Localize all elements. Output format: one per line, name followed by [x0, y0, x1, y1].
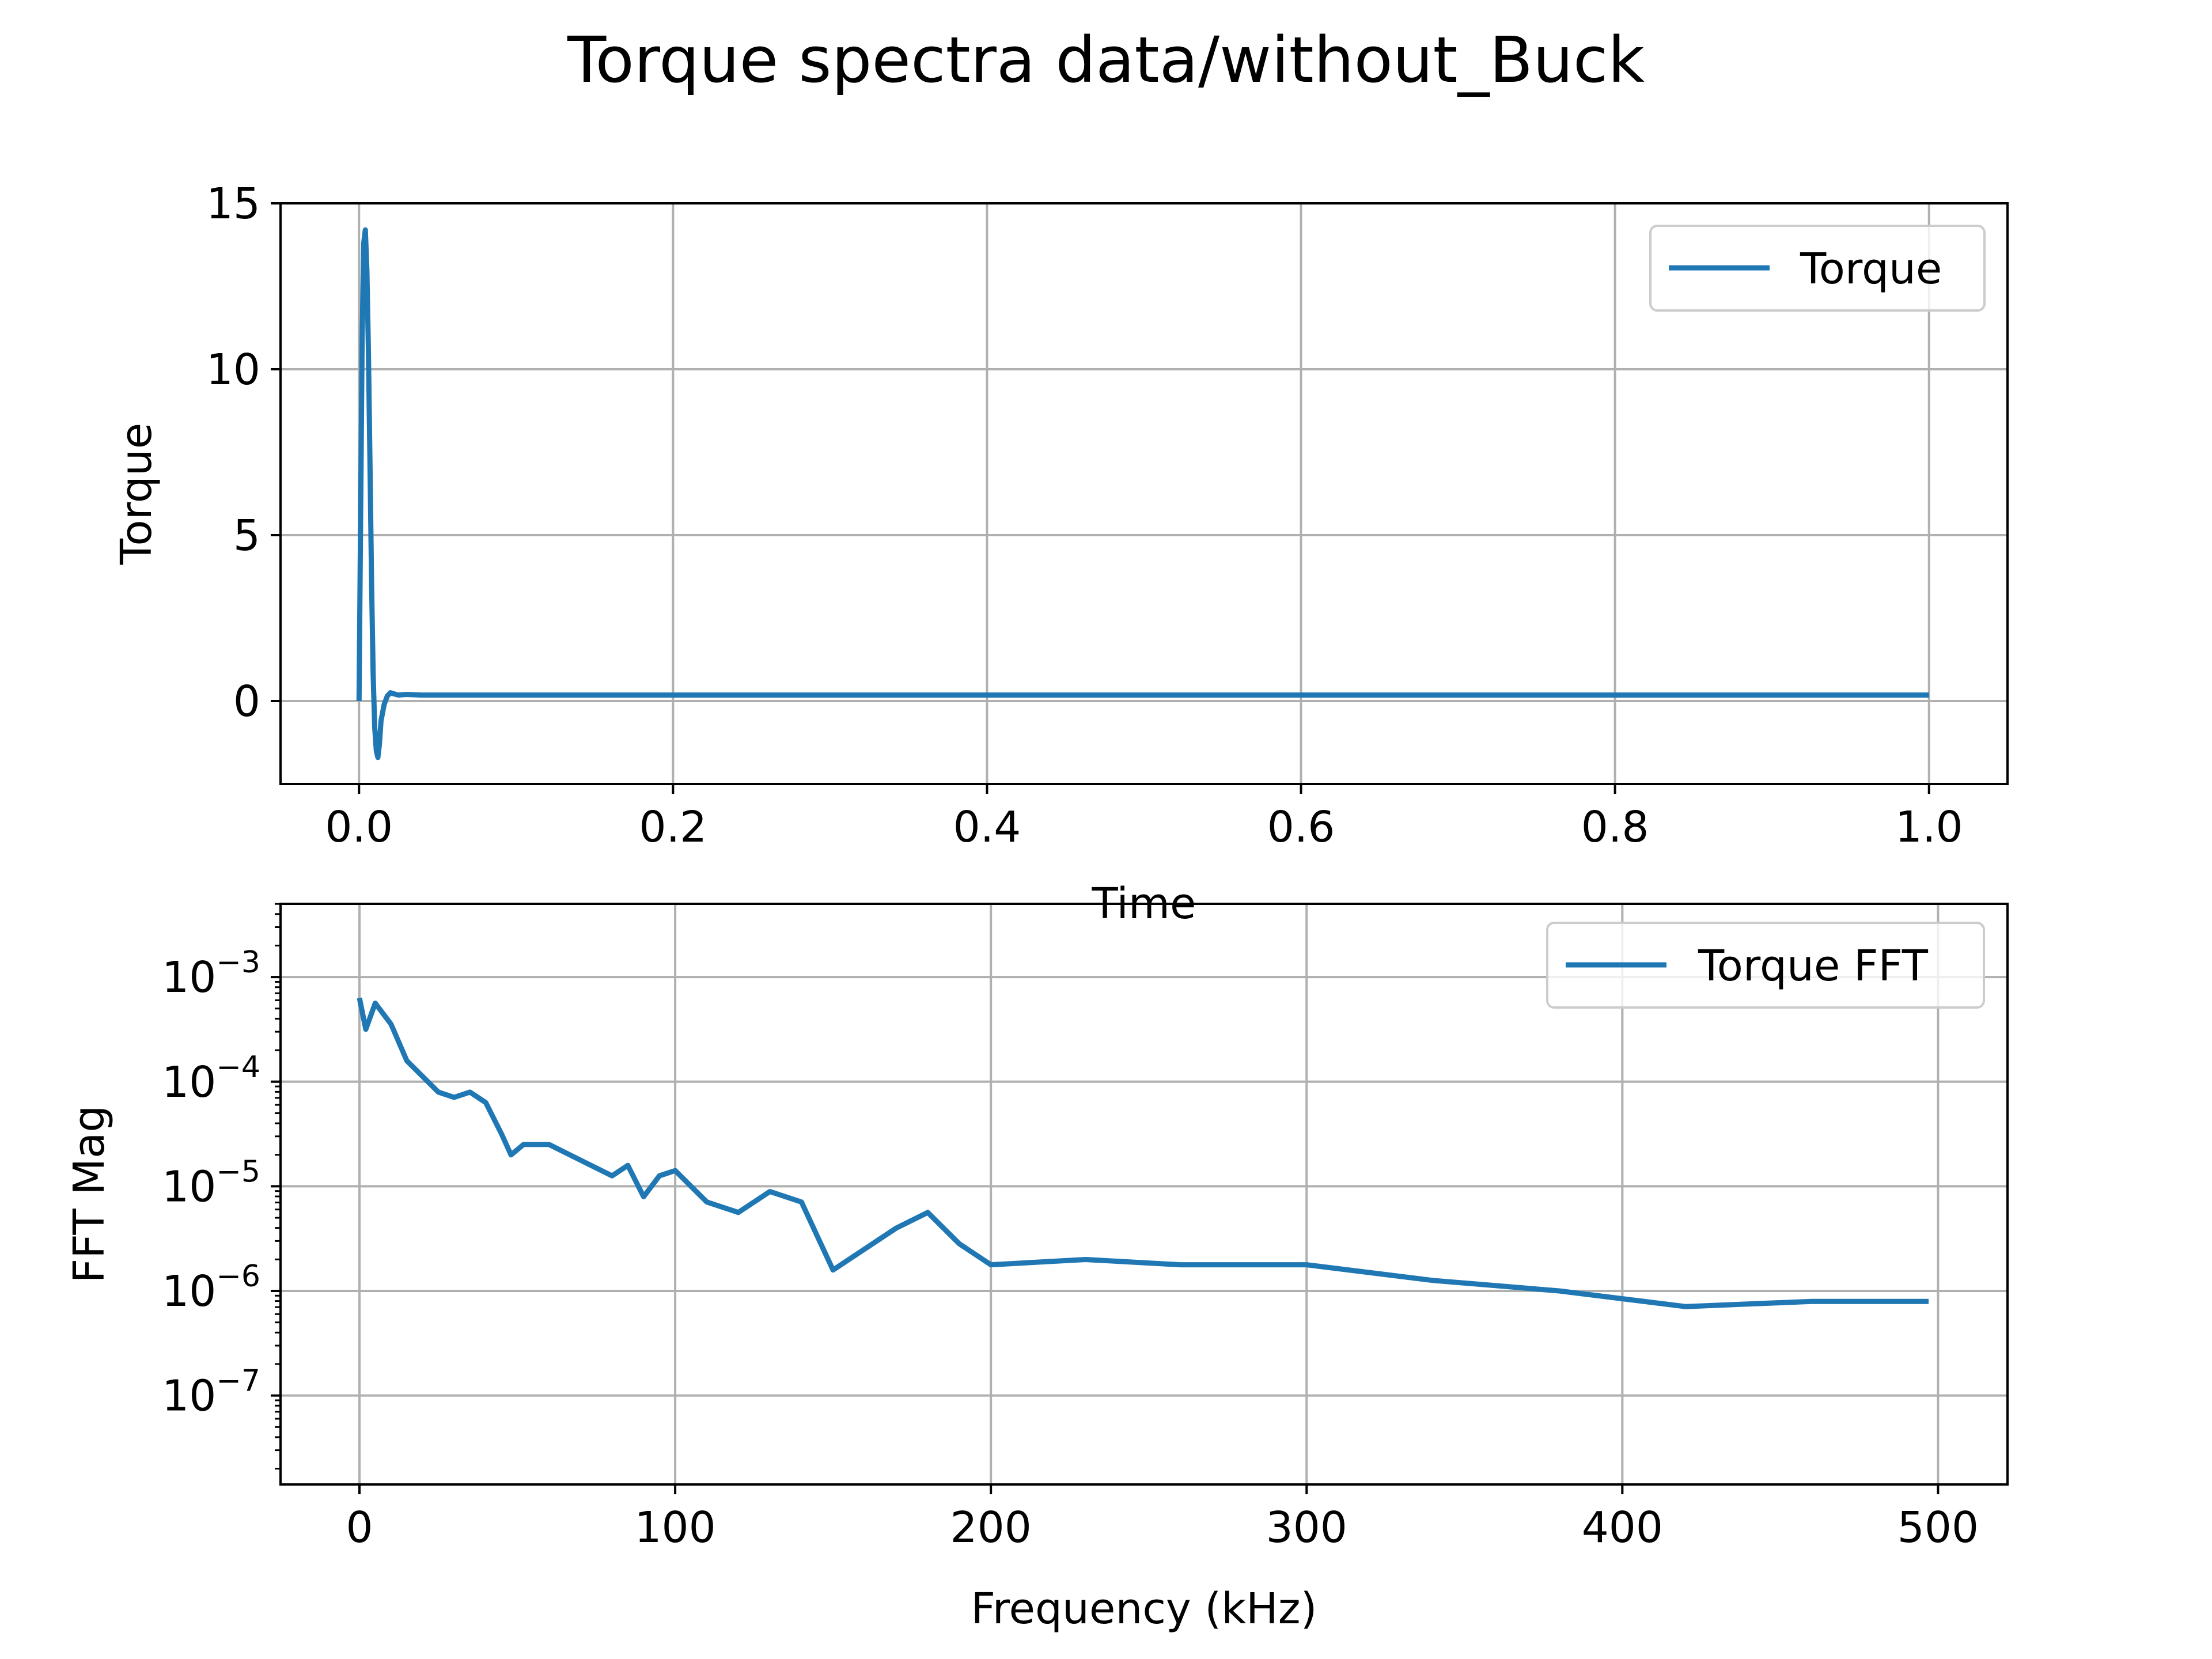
x-tick-label: 0.0 — [325, 802, 393, 852]
y-tick-label: 10−4 — [162, 1050, 260, 1107]
x-tick-label: 100 — [634, 1503, 715, 1552]
torque-fft-grid — [281, 904, 2008, 1484]
torque-fft-x-ticks: 0 100 200 300 400 500 — [346, 1484, 1979, 1552]
torque-time-y-ticks: 0 5 10 15 — [206, 179, 281, 726]
x-tick-label: 400 — [1582, 1503, 1663, 1552]
y-tick-label: 10−3 — [162, 945, 260, 1002]
torque-time-y-axis-label: Torque — [112, 423, 161, 565]
y-tick-label: 10 — [206, 345, 260, 395]
torque-fft-y-ticks: 10−3 10−4 10−5 10−6 10−7 — [162, 903, 281, 1470]
torque-fft-x-axis-label: Frequency (kHz) — [971, 1584, 1317, 1634]
x-tick-label: 200 — [950, 1503, 1032, 1552]
y-tick-label: 10−6 — [162, 1259, 260, 1316]
torque-fft-legend: Torque FFT — [1546, 922, 1985, 1009]
torque-legend-label: Torque — [1800, 244, 1942, 294]
torque-fft-legend-label: Torque FFT — [1698, 941, 1929, 991]
x-tick-label: 0 — [346, 1503, 373, 1552]
torque-fft-chart: 0 100 200 300 400 500 10−3 10−4 10−5 10−6 10−7 Fr… — [65, 903, 2009, 1634]
torque-fft-series-line — [357, 997, 1929, 1309]
y-tick-label: 10−7 — [162, 1364, 260, 1421]
x-tick-label: 300 — [1266, 1503, 1347, 1552]
torque-time-axes-frame — [279, 202, 2009, 785]
x-tick-label: 0.8 — [1581, 802, 1649, 852]
x-tick-label: 0.6 — [1267, 802, 1335, 852]
figure-suptitle: Torque spectra data/without_Buck — [567, 23, 1645, 97]
torque-time-x-ticks: 0.0 0.2 0.4 0.6 0.8 1.0 — [325, 784, 1963, 852]
torque-series-line — [356, 227, 1929, 760]
x-tick-label: 0.2 — [639, 802, 707, 852]
torque-time-legend-box — [1649, 225, 1986, 312]
x-tick-label: 500 — [1897, 1503, 1979, 1552]
y-tick-label: 5 — [233, 511, 260, 560]
y-tick-label: 15 — [206, 179, 260, 229]
x-tick-label: 1.0 — [1895, 802, 1963, 852]
torque-time-legend: Torque — [1649, 225, 1986, 312]
torque-fft-legend-box — [1546, 922, 1985, 1009]
torque-fft-y-axis-label: FFT Mag — [65, 1105, 114, 1283]
y-tick-label: 0 — [233, 677, 260, 726]
x-tick-label: 0.4 — [953, 802, 1021, 852]
torque-fft-axes-frame — [279, 903, 2009, 1486]
y-tick-label: 10−5 — [162, 1154, 260, 1211]
